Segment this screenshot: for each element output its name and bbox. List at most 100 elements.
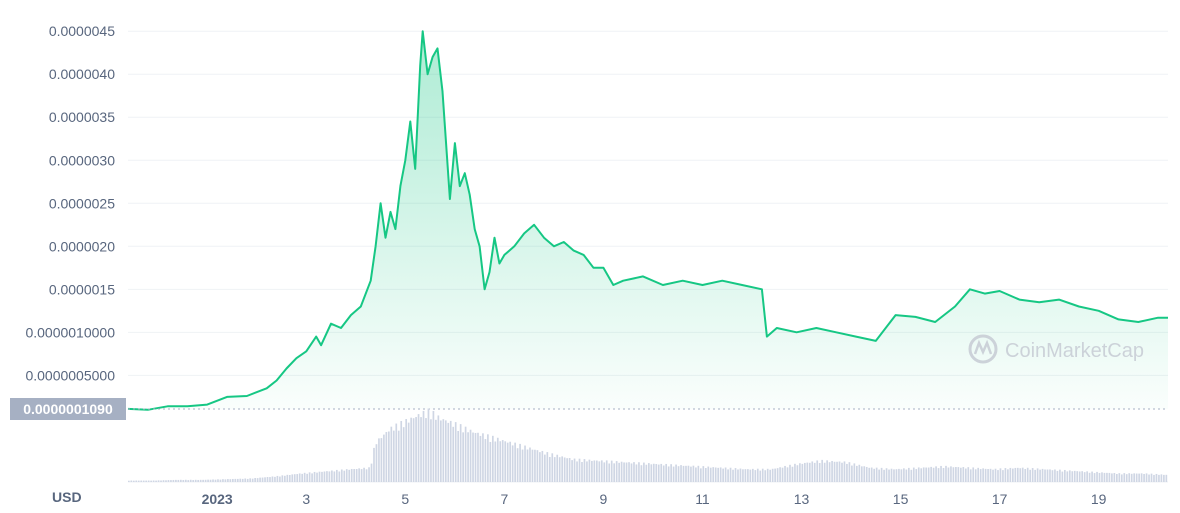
volume-bar [608, 463, 611, 482]
volume-bar [1096, 471, 1098, 482]
coinmarketcap-logo-icon [968, 334, 998, 364]
volume-bar [375, 444, 378, 482]
volume-bar [157, 480, 160, 482]
volume-bar [603, 462, 606, 482]
volume-bar [1158, 474, 1160, 482]
volume-bar [997, 470, 999, 482]
volume-bar [922, 467, 925, 482]
volume-bar [464, 426, 467, 482]
volume-bar [722, 468, 724, 482]
volume-bar [244, 478, 247, 482]
volume-bar [318, 471, 321, 482]
volume-bar [422, 410, 425, 482]
volume-bar [920, 468, 923, 482]
volume-bar [519, 443, 521, 482]
volume-bar [831, 460, 833, 482]
volume-bar [249, 478, 252, 482]
volume-bar [197, 479, 200, 482]
volume-bar [454, 422, 457, 482]
volume-bar [618, 462, 620, 482]
volume-bar [303, 472, 306, 482]
volume-bar [1009, 467, 1012, 482]
volume-bar [336, 469, 338, 482]
volume-bar [323, 471, 326, 482]
volume-bar [534, 449, 536, 482]
volume-bar [333, 471, 336, 482]
volume-bar [1120, 474, 1123, 482]
volume-bar [529, 447, 531, 482]
volume-bar [704, 468, 707, 482]
volume-bar [1091, 471, 1093, 482]
volume-bar [640, 465, 643, 482]
volume-bar [786, 467, 789, 482]
volume-bar [288, 475, 291, 482]
volume-bar [489, 441, 492, 482]
volume-bar [1066, 471, 1069, 482]
volume-bar [390, 426, 393, 482]
volume-bar [732, 469, 734, 482]
volume-bar [1128, 473, 1131, 482]
volume-bar [994, 468, 997, 482]
volume-bar [1160, 474, 1163, 482]
volume-bar [856, 465, 858, 482]
volume-bar [742, 469, 744, 482]
volume-bar [284, 475, 286, 482]
volume-bar [826, 460, 828, 482]
volume-bar [326, 471, 328, 482]
volume-bar [137, 480, 140, 482]
volume-bar [348, 469, 351, 482]
volume-bar [747, 469, 749, 482]
volume-bar [524, 445, 526, 482]
volume-bar [140, 480, 143, 482]
volume-bar [279, 476, 281, 482]
volume-bar [841, 462, 843, 482]
volume-bar [1034, 469, 1036, 482]
volume-bar [308, 472, 311, 482]
volume-bar [526, 449, 529, 482]
volume-bar [229, 479, 232, 482]
volume-bar [1150, 473, 1153, 482]
volume-bar [412, 418, 415, 482]
volume-bar [1140, 473, 1143, 482]
volume-bar [962, 467, 965, 482]
volume-bar [972, 467, 975, 482]
volume-bar [927, 467, 930, 482]
volume-bar [274, 476, 276, 482]
volume-bar [499, 441, 502, 482]
volume-bar [1101, 472, 1103, 482]
volume-bar [979, 469, 982, 482]
volume-bar [1012, 468, 1014, 482]
volume-bar [1046, 469, 1049, 482]
volume-bar [343, 470, 346, 482]
volume-bar [1019, 468, 1022, 482]
volume-bar [432, 410, 435, 482]
volume-bar [670, 464, 672, 482]
volume-bar [719, 467, 722, 482]
volume-bar [1133, 473, 1136, 482]
y-tick-label: 0.0000040 [49, 66, 115, 82]
volume-bar [833, 461, 836, 482]
volume-bar [1044, 469, 1046, 482]
volume-bar [182, 480, 185, 482]
volume-bar [276, 475, 279, 482]
volume-bar [660, 463, 663, 482]
volume-bar [187, 480, 190, 482]
y-tick-label: 0.0000035 [49, 109, 115, 125]
volume-bar [440, 420, 442, 482]
volume-bar [638, 462, 640, 482]
volume-bar [316, 472, 318, 482]
volume-bar [388, 431, 390, 482]
volume-bar [214, 479, 217, 482]
volume-bar [536, 450, 539, 482]
volume-bar [744, 469, 747, 482]
volume-bar [648, 463, 650, 482]
volume-bar [858, 464, 861, 482]
volume-bar [692, 465, 695, 482]
volume-bar [605, 460, 608, 482]
volume-bar [917, 467, 920, 482]
volume-bar [754, 470, 757, 482]
volume-bar [860, 466, 863, 482]
volume-bar [1148, 474, 1150, 482]
volume-bar [789, 464, 791, 482]
volume-bar [794, 463, 796, 482]
